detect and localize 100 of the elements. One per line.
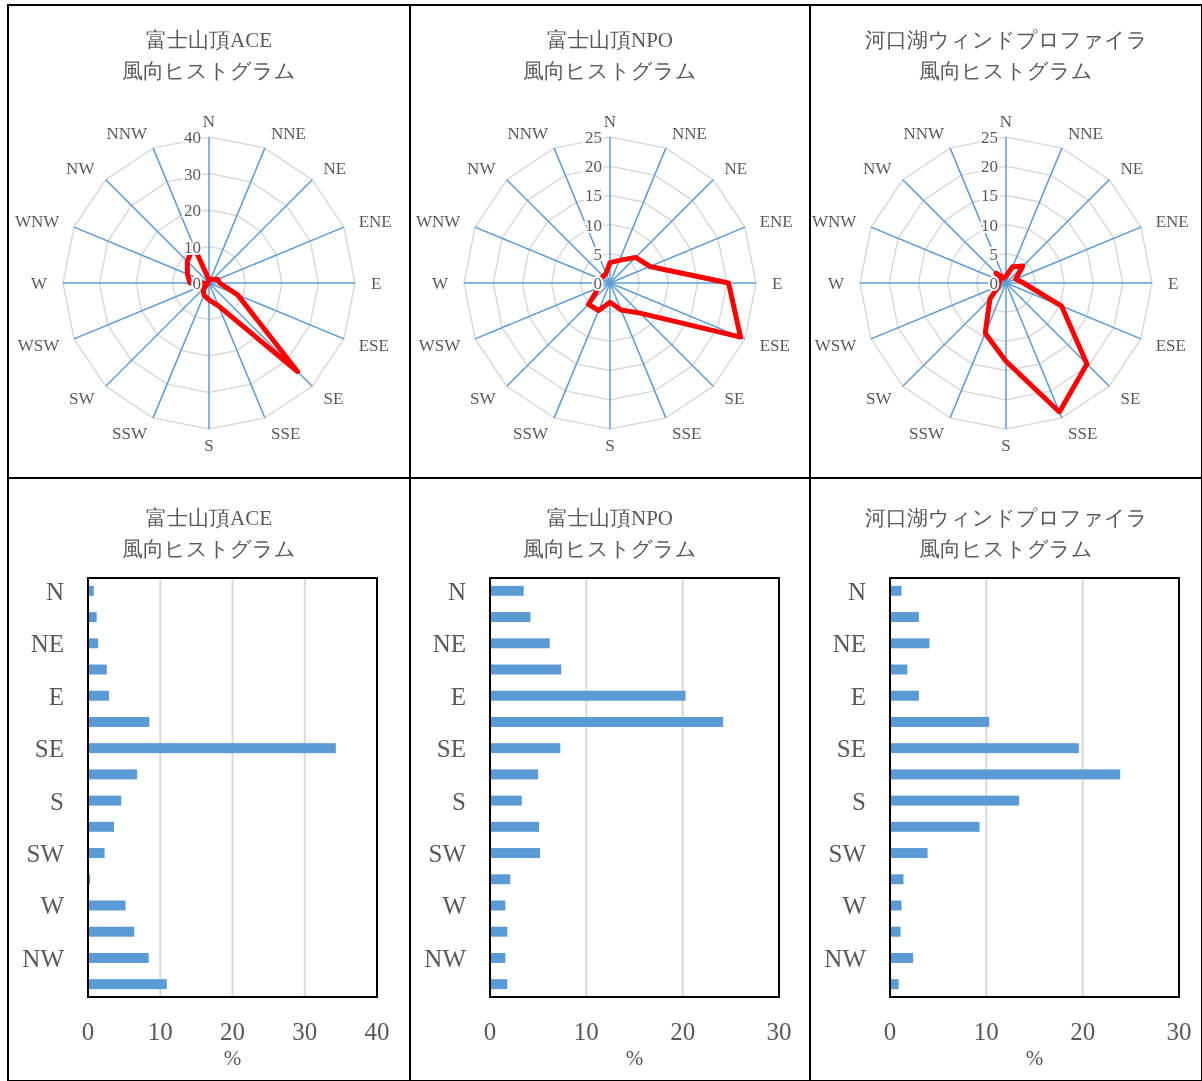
y-tick-label: 20 xyxy=(981,157,998,177)
spoke-label: NE xyxy=(323,159,347,179)
spoke-label: ESE xyxy=(358,335,389,355)
x-tick-label: 0 xyxy=(483,1018,497,1045)
bar xyxy=(88,690,109,701)
y-tick-label: 0 xyxy=(989,274,998,293)
bar xyxy=(490,952,506,963)
bar xyxy=(890,979,899,990)
spoke-label: SSE xyxy=(270,423,301,443)
spoke-label: ESE xyxy=(759,335,790,355)
spoke-label: WNW xyxy=(14,212,61,232)
x-tick-label: 10 xyxy=(147,1018,173,1045)
spoke-label: SW xyxy=(865,388,893,408)
bar xyxy=(890,585,902,596)
bar xyxy=(490,874,511,885)
spoke-label: SSE xyxy=(671,423,702,443)
spoke-label: S xyxy=(204,436,214,455)
x-axis-title: % xyxy=(223,1046,242,1070)
bar xyxy=(88,979,167,990)
spoke-label: NNE xyxy=(270,124,306,144)
bar xyxy=(490,743,561,754)
y-tick-label: 30 xyxy=(184,164,201,184)
bar xyxy=(490,716,724,727)
spoke-label: SE xyxy=(724,388,745,408)
bar xyxy=(88,743,336,754)
x-tick-label: 20 xyxy=(670,1018,696,1045)
y-tick-label: NW xyxy=(22,944,65,972)
y-tick-label: N xyxy=(447,577,466,605)
spoke-label: WSW xyxy=(17,335,61,355)
spoke-label: NNE xyxy=(671,124,707,144)
chart-title: 富士山頂NPO 風向ヒストグラム xyxy=(523,28,697,83)
y-tick-label: N xyxy=(45,577,64,605)
chart-title: 河口湖ウィンドプロファイラ風向ヒストグラム xyxy=(864,28,1148,83)
y-tick-label: S xyxy=(452,787,466,815)
bar xyxy=(890,926,901,937)
spoke-label: ENE xyxy=(759,212,793,232)
spoke-label: E xyxy=(371,274,382,293)
y-tick-label: SE xyxy=(836,735,866,763)
y-tick-label: SE xyxy=(34,735,64,763)
y-tick-label: E xyxy=(850,682,866,710)
y-tick-label: NE xyxy=(30,630,64,658)
spoke-label: E xyxy=(1168,274,1179,293)
chart-title: 富士山頂ACE 風向ヒストグラム xyxy=(122,506,296,561)
spoke-label: SW xyxy=(68,388,96,408)
y-tick-label: SW xyxy=(428,840,467,868)
spoke-label: SSW xyxy=(513,423,549,443)
spoke-label: N xyxy=(202,112,216,131)
spoke-label: WSW xyxy=(418,335,462,355)
bar xyxy=(88,612,97,623)
spoke-label: SSW xyxy=(112,423,148,443)
y-tick-label: 20 xyxy=(585,157,602,177)
bar xyxy=(490,769,539,780)
x-tick-label: 30 xyxy=(292,1018,318,1045)
spoke-label: S xyxy=(1001,436,1011,455)
bar xyxy=(88,926,135,937)
y-tick-label: E xyxy=(48,682,64,710)
bar xyxy=(490,979,508,990)
bar xyxy=(890,795,1020,806)
y-tick-label: S xyxy=(852,787,866,815)
spoke-label: NW xyxy=(863,159,893,179)
bar xyxy=(490,926,508,937)
bar xyxy=(490,795,522,806)
bar xyxy=(490,821,540,832)
bar xyxy=(890,743,1079,754)
y-tick-label: 15 xyxy=(585,186,602,206)
y-tick-label: 20 xyxy=(184,201,201,220)
spoke-label: E xyxy=(772,274,783,293)
bar xyxy=(490,585,524,596)
spoke-label: NNW xyxy=(903,124,945,144)
spoke-label: ESE xyxy=(1155,335,1186,355)
spoke-label: WNW xyxy=(811,212,858,232)
spoke-label: NNW xyxy=(106,124,148,144)
y-tick-label: E xyxy=(450,682,466,710)
x-axis-title: % xyxy=(1025,1046,1044,1070)
bar xyxy=(890,874,904,885)
spoke-label: ENE xyxy=(358,212,392,232)
y-tick-label: W xyxy=(40,892,65,920)
y-tick-label: SW xyxy=(828,840,867,868)
bar xyxy=(88,795,122,806)
x-tick-label: 0 xyxy=(81,1018,95,1045)
spoke-label: SSW xyxy=(909,423,945,443)
x-tick-label: 30 xyxy=(766,1018,792,1045)
bar xyxy=(890,638,930,649)
y-tick-label: 25 xyxy=(585,128,602,147)
bar xyxy=(490,638,550,649)
y-tick-label: W xyxy=(442,892,467,920)
y-tick-label: 10 xyxy=(585,215,602,235)
x-tick-label: 20 xyxy=(1070,1018,1096,1045)
spoke-label: SSE xyxy=(1067,423,1098,443)
bar xyxy=(490,690,686,701)
spoke-label: S xyxy=(605,436,615,455)
y-tick-label: NE xyxy=(832,630,866,658)
x-axis-title: % xyxy=(625,1046,644,1070)
y-tick-label: S xyxy=(50,787,64,815)
spoke-label: NNE xyxy=(1067,124,1103,144)
y-tick-label: SE xyxy=(436,735,466,763)
chart-title: 河口湖ウィンドプロファイラ風向ヒストグラム xyxy=(864,506,1148,561)
spoke-label: NW xyxy=(467,159,497,179)
bar xyxy=(890,821,980,832)
chart-title: 富士山頂ACE 風向ヒストグラム xyxy=(122,28,296,83)
